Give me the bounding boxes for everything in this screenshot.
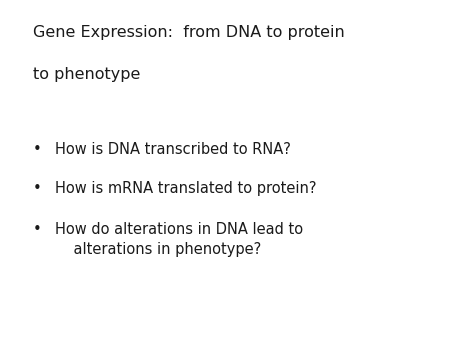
- Text: How do alterations in DNA lead to
    alterations in phenotype?: How do alterations in DNA lead to altera…: [55, 222, 302, 257]
- Text: How is DNA transcribed to RNA?: How is DNA transcribed to RNA?: [55, 142, 291, 157]
- Text: Gene Expression:  from DNA to protein: Gene Expression: from DNA to protein: [33, 25, 345, 40]
- Text: •: •: [33, 142, 42, 157]
- Text: to phenotype: to phenotype: [33, 67, 141, 82]
- Text: •: •: [33, 222, 42, 237]
- Text: •: •: [33, 181, 42, 196]
- Text: How is mRNA translated to protein?: How is mRNA translated to protein?: [55, 181, 316, 196]
